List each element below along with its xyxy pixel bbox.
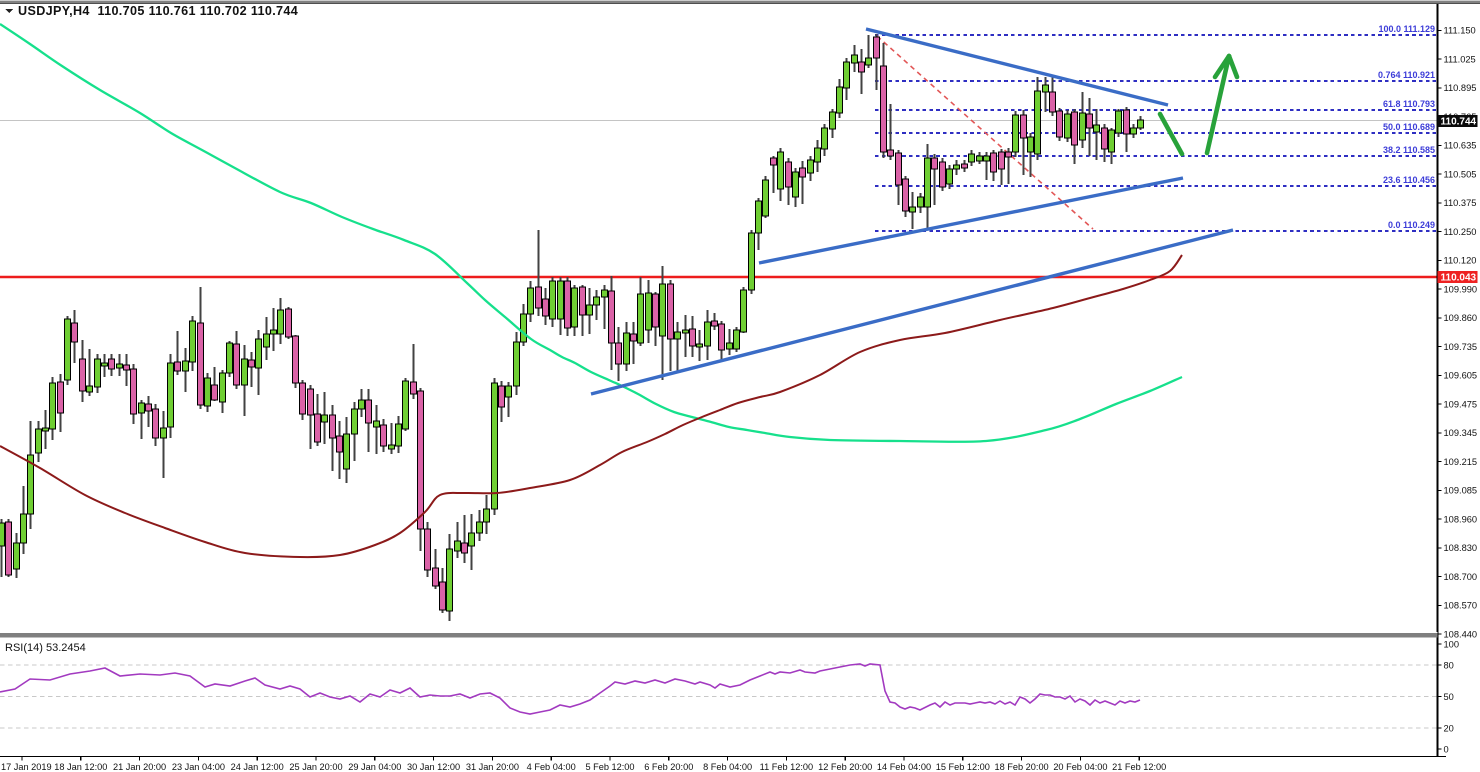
svg-text:110.375: 110.375 [1444,198,1477,208]
svg-text:111.025: 111.025 [1444,54,1476,64]
svg-text:24 Jan 12:00: 24 Jan 12:00 [231,762,284,772]
svg-text:109.345: 109.345 [1444,428,1478,438]
svg-text:8 Feb 04:00: 8 Feb 04:00 [703,762,752,772]
svg-text:18 Feb 20:00: 18 Feb 20:00 [995,762,1049,772]
svg-text:109.605: 109.605 [1444,371,1478,381]
svg-text:109.735: 109.735 [1444,342,1478,352]
svg-text:29 Jan 04:00: 29 Jan 04:00 [348,762,401,772]
svg-text:12 Feb 20:00: 12 Feb 20:00 [818,762,872,772]
svg-text:109.860: 109.860 [1444,313,1478,323]
svg-text:110.120: 110.120 [1444,256,1477,266]
svg-text:108.700: 108.700 [1444,572,1478,582]
svg-text:31 Jan 20:00: 31 Jan 20:00 [466,762,519,772]
svg-text:21 Feb 12:00: 21 Feb 12:00 [1112,762,1166,772]
svg-text:110.895: 110.895 [1444,83,1477,93]
svg-text:110.744: 110.744 [1441,117,1477,128]
svg-text:0.0 110.249: 0.0 110.249 [1388,220,1435,230]
svg-text:38.2 110.585: 38.2 110.585 [1383,145,1435,155]
svg-text:21 Jan 20:00: 21 Jan 20:00 [113,762,166,772]
svg-text:17 Jan 2019: 17 Jan 2019 [1,762,52,772]
svg-text:108.960: 108.960 [1444,514,1478,524]
svg-text:USDJPY,H4 110.705 110.761 110: USDJPY,H4 110.705 110.761 110.702 110.74… [18,4,298,18]
svg-text:108.570: 108.570 [1444,601,1478,611]
svg-text:23 Jan 04:00: 23 Jan 04:00 [172,762,225,772]
svg-text:50: 50 [1444,692,1454,702]
svg-text:110.043: 110.043 [1441,273,1477,284]
svg-text:RSI(14) 53.2454: RSI(14) 53.2454 [5,642,86,654]
svg-text:20 Feb 04:00: 20 Feb 04:00 [1053,762,1107,772]
svg-text:18 Jan 12:00: 18 Jan 12:00 [54,762,107,772]
svg-text:109.990: 109.990 [1444,284,1478,294]
svg-text:25 Jan 20:00: 25 Jan 20:00 [289,762,342,772]
svg-text:4 Feb 04:00: 4 Feb 04:00 [527,762,576,772]
svg-text:110.505: 110.505 [1444,169,1477,179]
svg-text:23.6 110.456: 23.6 110.456 [1383,175,1435,185]
svg-text:109.215: 109.215 [1444,457,1478,467]
svg-text:100.0 111.129: 100.0 111.129 [1378,24,1435,34]
svg-text:50.0 110.689: 50.0 110.689 [1383,122,1435,132]
svg-text:109.475: 109.475 [1444,399,1478,409]
svg-text:15 Feb 12:00: 15 Feb 12:00 [936,762,990,772]
svg-text:11 Feb 12:00: 11 Feb 12:00 [760,762,813,772]
svg-text:20: 20 [1444,723,1454,733]
svg-text:30 Jan 12:00: 30 Jan 12:00 [407,762,460,772]
svg-text:100: 100 [1444,639,1460,649]
svg-text:0: 0 [1444,744,1449,754]
svg-text:5 Feb 12:00: 5 Feb 12:00 [585,762,634,772]
svg-text:110.250: 110.250 [1444,227,1477,237]
svg-text:108.830: 108.830 [1444,543,1478,553]
svg-text:61.8 110.793: 61.8 110.793 [1383,99,1435,109]
svg-text:0.764 110.921: 0.764 110.921 [1378,70,1435,80]
svg-text:80: 80 [1444,660,1454,670]
svg-text:108.440: 108.440 [1444,629,1478,639]
svg-text:14 Feb 04:00: 14 Feb 04:00 [877,762,931,772]
svg-text:109.085: 109.085 [1444,486,1478,496]
svg-text:6 Feb 20:00: 6 Feb 20:00 [644,762,693,772]
svg-text:110.635: 110.635 [1444,141,1477,151]
svg-text:111.150: 111.150 [1444,26,1476,36]
